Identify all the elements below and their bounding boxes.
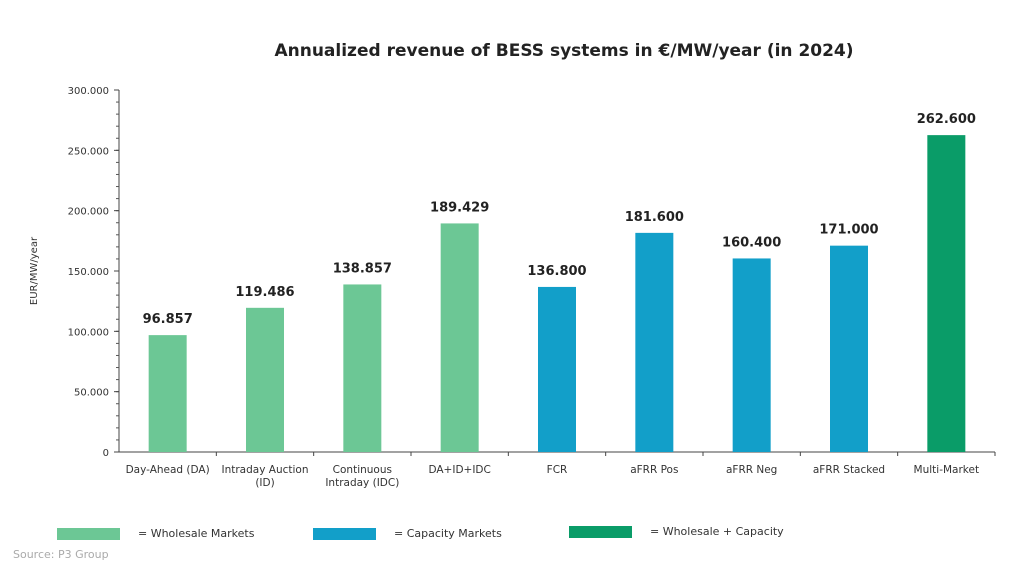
data-label: 136.800 bbox=[527, 264, 586, 279]
bar bbox=[246, 307, 284, 452]
y-axis-label: EUR/MW/year bbox=[29, 236, 40, 305]
source-note: Source: P3 Group bbox=[13, 548, 109, 561]
x-tick-label: aFRR Neg bbox=[726, 464, 777, 476]
y-tick-label: 250.000 bbox=[68, 146, 109, 157]
legend-swatch bbox=[313, 527, 376, 540]
data-label: 189.429 bbox=[430, 200, 489, 215]
legend-label: = Wholesale + Capacity bbox=[650, 525, 784, 538]
x-tick-label: aFRR Pos bbox=[630, 464, 678, 476]
y-tick-label: 0 bbox=[103, 448, 109, 459]
x-tick-label: Day-Ahead (DA) bbox=[126, 464, 210, 476]
y-tick-label: 150.000 bbox=[68, 267, 109, 278]
x-tick-label: aFRR Stacked bbox=[813, 464, 885, 476]
legend-wholesale-capacity: = Wholesale + Capacity bbox=[569, 525, 784, 538]
data-label: 262.600 bbox=[917, 112, 976, 127]
data-label: 160.400 bbox=[722, 235, 781, 250]
data-label: 171.000 bbox=[819, 223, 878, 238]
bar bbox=[538, 286, 576, 452]
bar bbox=[635, 232, 674, 452]
bar bbox=[440, 223, 479, 452]
bar bbox=[927, 135, 966, 452]
x-tick-label: Continuous bbox=[333, 464, 392, 476]
bar bbox=[830, 245, 868, 452]
legend-swatch bbox=[569, 525, 632, 538]
chart-title: Annualized revenue of BESS systems in €/… bbox=[274, 41, 853, 61]
legend-swatch bbox=[57, 527, 120, 540]
legend-label: = Wholesale Markets bbox=[138, 527, 255, 540]
bar bbox=[732, 258, 771, 452]
x-tick-label: FCR bbox=[547, 464, 568, 476]
x-tick-label: Intraday Auction bbox=[222, 464, 309, 476]
y-tick-label: 300.000 bbox=[68, 86, 109, 97]
data-label: 119.486 bbox=[235, 285, 294, 300]
data-label: 181.600 bbox=[625, 210, 684, 225]
x-tick-label: Intraday (IDC) bbox=[325, 477, 399, 489]
x-tick-label: DA+ID+IDC bbox=[428, 464, 490, 476]
legend-label: = Capacity Markets bbox=[394, 527, 502, 540]
bar bbox=[148, 335, 187, 452]
data-label: 138.857 bbox=[333, 261, 392, 276]
data-label: 96.857 bbox=[143, 312, 193, 327]
y-tick-label: 100.000 bbox=[68, 327, 109, 338]
x-tick-label: Multi-Market bbox=[914, 464, 980, 476]
bar bbox=[343, 284, 382, 452]
legend-wholesale: = Wholesale Markets bbox=[57, 527, 254, 540]
y-tick-label: 200.000 bbox=[68, 207, 109, 218]
x-tick-label: (ID) bbox=[255, 477, 274, 489]
legend-capacity: = Capacity Markets bbox=[313, 527, 502, 540]
y-tick-label: 50.000 bbox=[74, 388, 109, 399]
